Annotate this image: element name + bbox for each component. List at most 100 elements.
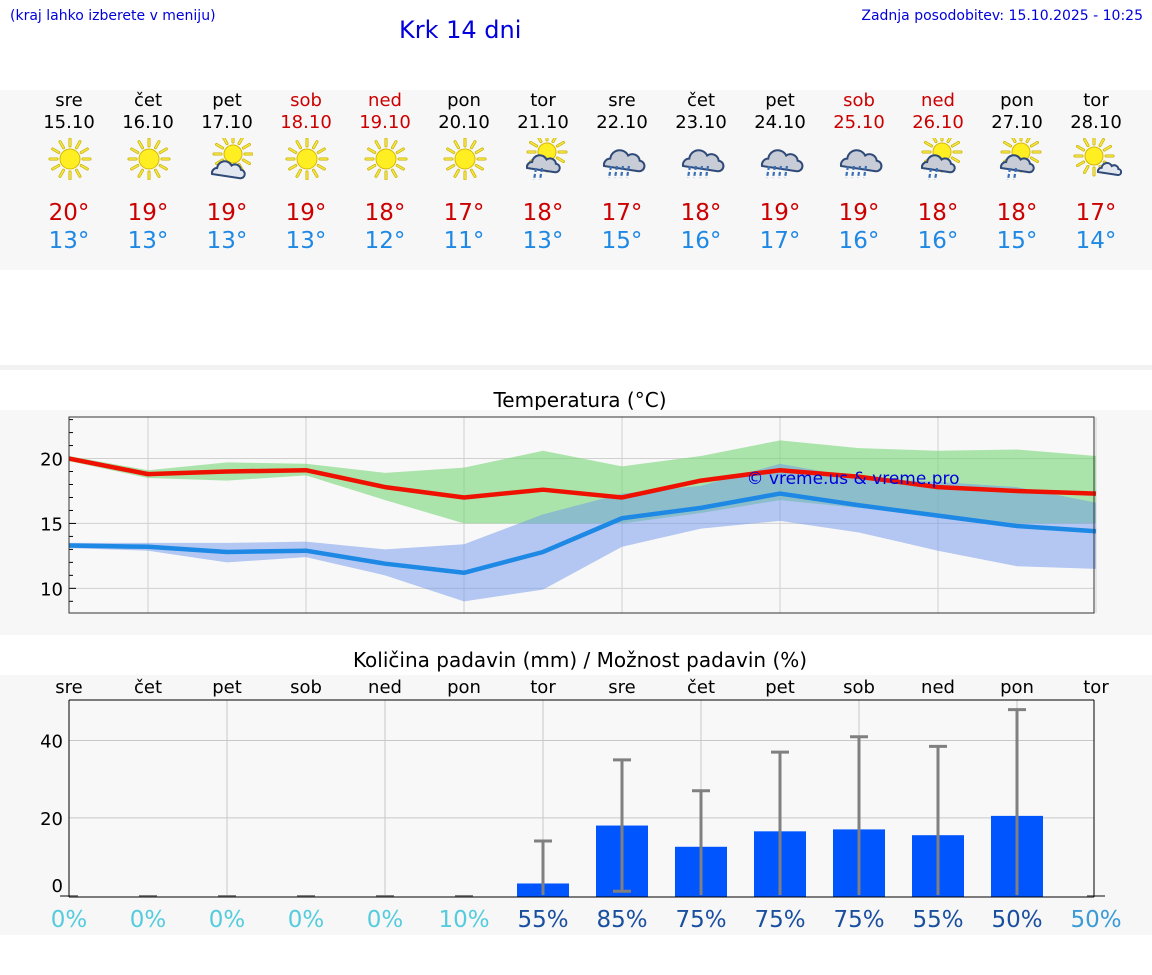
temp-min: 13° bbox=[127, 228, 169, 254]
temp-min: 14° bbox=[1075, 228, 1117, 254]
temp-max: 18° bbox=[680, 200, 722, 226]
day-label: pon bbox=[447, 677, 481, 698]
min-range-band bbox=[69, 463, 1096, 602]
day-name: pon bbox=[1000, 90, 1034, 111]
day-name: pon bbox=[447, 90, 481, 111]
temp-max: 18° bbox=[917, 200, 959, 226]
precip-probability: 50% bbox=[1070, 907, 1121, 933]
day-label: sre bbox=[55, 677, 82, 698]
day-date: 20.10 bbox=[438, 112, 490, 133]
day-date: 25.10 bbox=[833, 112, 885, 133]
plot-frame bbox=[68, 416, 1095, 614]
sun-icon bbox=[285, 138, 328, 180]
day-date: 26.10 bbox=[912, 112, 964, 133]
precip-probability: 85% bbox=[596, 907, 647, 933]
temp-min: 11° bbox=[443, 228, 485, 254]
day-date: 24.10 bbox=[754, 112, 806, 133]
y-tick-label: 10 bbox=[40, 579, 63, 600]
day-date: 27.10 bbox=[991, 112, 1043, 133]
temp-max: 19° bbox=[285, 200, 327, 226]
temp-min: 12° bbox=[364, 228, 406, 254]
day-name: sre bbox=[55, 90, 83, 111]
day-name: sob bbox=[290, 90, 322, 111]
precip-chart-title: Količina padavin (mm) / Možnost padavin … bbox=[352, 648, 808, 672]
day-date: 16.10 bbox=[122, 112, 174, 133]
day-name: ned bbox=[921, 90, 955, 111]
cloud-rain-icon bbox=[839, 149, 882, 179]
day-date: 19.10 bbox=[359, 112, 411, 133]
temp-max: 18° bbox=[364, 200, 406, 226]
precip-probability: 0% bbox=[288, 907, 325, 933]
sun-cloud-rain-icon bbox=[525, 138, 567, 180]
cloud-rain-icon bbox=[602, 149, 645, 179]
temperature-chart: 10 15 20 © vreme.us & vreme.pro bbox=[40, 416, 1097, 614]
sun-cloud-icon bbox=[210, 138, 253, 180]
day-label: čet bbox=[134, 677, 162, 698]
temp-max: 18° bbox=[522, 200, 564, 226]
temp-max: 19° bbox=[206, 200, 248, 226]
y-tick-label: 40 bbox=[40, 732, 63, 753]
day-label: sob bbox=[290, 677, 322, 698]
menu-hint: (kraj lahko izberete v meniju) bbox=[10, 8, 216, 24]
temp-min: 17° bbox=[759, 228, 801, 254]
precip-probability: 0% bbox=[51, 907, 88, 933]
temp-max: 19° bbox=[127, 200, 169, 226]
precip-probability: 55% bbox=[912, 907, 963, 933]
sun-cloud-rain-icon bbox=[920, 138, 962, 180]
precip-probability: 0% bbox=[367, 907, 404, 933]
day-label: sre bbox=[608, 677, 635, 698]
y-tick-label: 0 bbox=[52, 876, 63, 897]
precip-probability: 0% bbox=[209, 907, 246, 933]
temp-max: 17° bbox=[601, 200, 643, 226]
day-date: 18.10 bbox=[280, 112, 332, 133]
day-name: ned bbox=[368, 90, 402, 111]
cloud-rain-icon bbox=[760, 149, 803, 179]
day-name: čet bbox=[133, 90, 163, 111]
sun-icon bbox=[364, 138, 407, 180]
cloud-rain-icon bbox=[681, 149, 724, 179]
sun-icon bbox=[48, 138, 91, 180]
day-name: sob bbox=[843, 90, 875, 111]
page-title: Krk 14 dni bbox=[399, 16, 522, 44]
day-name: čet bbox=[686, 90, 716, 111]
day-label: tor bbox=[1083, 677, 1109, 698]
day-date: 17.10 bbox=[201, 112, 253, 133]
precip-probability: 75% bbox=[675, 907, 726, 933]
sun-small-cloud-icon bbox=[1073, 138, 1122, 177]
temp-min: 16° bbox=[680, 228, 722, 254]
day-date: 28.10 bbox=[1070, 112, 1122, 133]
day-label: čet bbox=[687, 677, 715, 698]
day-label: tor bbox=[530, 677, 556, 698]
temp-min: 16° bbox=[838, 228, 880, 254]
temp-max: 18° bbox=[996, 200, 1038, 226]
max-temp-line bbox=[68, 456, 1097, 500]
day-label: pet bbox=[765, 677, 795, 698]
precip-probability: 0% bbox=[130, 907, 167, 933]
temp-max: 17° bbox=[443, 200, 485, 226]
day-label: ned bbox=[368, 677, 402, 698]
temp-min: 15° bbox=[601, 228, 643, 254]
day-name: pet bbox=[765, 90, 795, 111]
day-name: tor bbox=[530, 90, 556, 111]
y-tick-label: 15 bbox=[40, 514, 63, 535]
day-name: tor bbox=[1083, 90, 1109, 111]
sun-cloud-rain-icon bbox=[999, 138, 1041, 180]
precip-probability: 10% bbox=[438, 907, 489, 933]
day-label: pon bbox=[1000, 677, 1034, 698]
forecast-band: sre 15.10 20° 13° čet 16.10 19° 13° pet 17.10 19° 1… bbox=[0, 90, 1152, 270]
precipitation-chart: sre čet pet sob ned pon tor sre čet pet sob ned pon t… bbox=[40, 677, 1121, 933]
temp-min: 13° bbox=[285, 228, 327, 254]
temp-min: 15° bbox=[996, 228, 1038, 254]
day-date: 22.10 bbox=[596, 112, 648, 133]
watermark: © vreme.us & vreme.pro bbox=[746, 469, 959, 489]
day-date: 15.10 bbox=[43, 112, 95, 133]
day-date: 23.10 bbox=[675, 112, 727, 133]
min-temp-line bbox=[68, 491, 1097, 576]
precip-probability: 75% bbox=[754, 907, 805, 933]
precip-probability: 75% bbox=[833, 907, 884, 933]
temp-min: 13° bbox=[48, 228, 90, 254]
temperature-chart-title: Temperatura (°C) bbox=[493, 388, 667, 412]
y-tick-label: 20 bbox=[40, 809, 63, 830]
temp-max: 20° bbox=[48, 200, 90, 226]
temp-max: 19° bbox=[759, 200, 801, 226]
